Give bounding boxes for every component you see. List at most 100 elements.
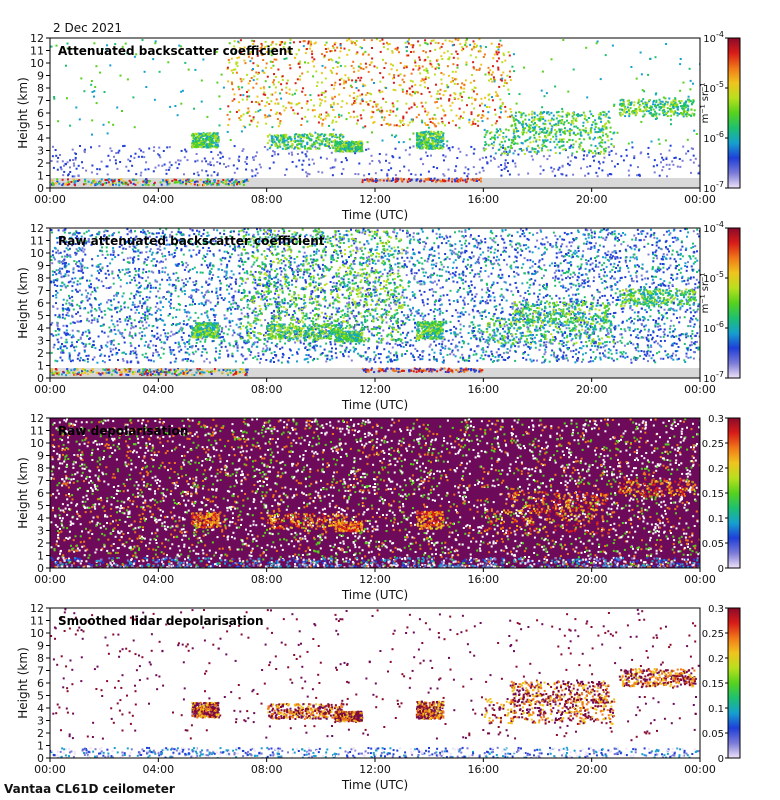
y-tick-label: 12 — [30, 412, 44, 425]
y-tick-label: 8 — [37, 462, 44, 475]
y-tick-label: 9 — [37, 260, 44, 273]
y-tick-label: 8 — [37, 272, 44, 285]
y-tick-label: 4 — [37, 132, 44, 145]
y-tick-label: 3 — [37, 335, 44, 348]
x-tick-label: 04:00 — [142, 573, 174, 586]
y-tick-label: 12 — [30, 32, 44, 45]
y-axis-label: Height (km) — [16, 77, 30, 148]
y-tick-label: 2 — [37, 727, 44, 740]
colorbar-tick-label: 0.05 — [702, 539, 724, 550]
date-label: 2 Dec 2021 — [53, 21, 122, 35]
x-tick-label: 00:00 — [34, 763, 66, 776]
y-tick-label: 0 — [37, 562, 44, 575]
x-tick-label: 12:00 — [359, 763, 391, 776]
x-axis-label: Time (UTC) — [341, 778, 408, 792]
y-tick-label: 0 — [37, 752, 44, 765]
heatmap-cells-0 — [50, 38, 700, 187]
x-tick-label: 12:00 — [359, 573, 391, 586]
x-tick-label: 04:00 — [142, 383, 174, 396]
colorbar — [727, 417, 741, 569]
x-tick-label: 20:00 — [576, 573, 608, 586]
colorbar-unit-label: m⁻¹ sr⁻¹ — [700, 273, 711, 314]
colorbar-tick-label: 10-6 — [703, 130, 724, 145]
heatmap-cells-1 — [50, 228, 700, 377]
colorbar-tick-label: 0.15 — [702, 489, 724, 500]
y-tick-label: 6 — [37, 297, 44, 310]
x-tick-label: 08:00 — [251, 763, 283, 776]
colorbar-tick-label: 10-4 — [703, 30, 724, 45]
x-tick-label: 00:00 — [684, 763, 716, 776]
y-tick-label: 12 — [30, 602, 44, 615]
x-tick-label: 00:00 — [684, 193, 716, 206]
heatmap-2 — [50, 418, 700, 568]
y-tick-label: 1 — [37, 740, 44, 753]
x-axis-label: Time (UTC) — [341, 398, 408, 412]
y-tick-label: 9 — [37, 450, 44, 463]
colorbar-tick-label: 10-7 — [703, 370, 724, 385]
y-tick-label: 11 — [30, 45, 44, 58]
y-tick-label: 11 — [30, 615, 44, 628]
colorbar-tick-label: 10-5 — [703, 80, 724, 95]
colorbar-tick-label: 0.25 — [702, 439, 724, 450]
colorbar-tick-label: 0.1 — [708, 704, 724, 715]
colorbar — [727, 37, 741, 189]
x-tick-label: 08:00 — [251, 383, 283, 396]
x-tick-label: 00:00 — [684, 573, 716, 586]
y-tick-label: 3 — [37, 525, 44, 538]
colorbar-tick-label: 0 — [718, 754, 724, 765]
y-tick-label: 10 — [30, 57, 44, 70]
y-axis-label: Height (km) — [16, 647, 30, 718]
y-tick-label: 8 — [37, 652, 44, 665]
colorbar-tick-label: 0.1 — [708, 514, 724, 525]
x-tick-label: 16:00 — [467, 193, 499, 206]
x-tick-label: 20:00 — [576, 763, 608, 776]
y-tick-label: 1 — [37, 170, 44, 183]
y-tick-label: 5 — [37, 690, 44, 703]
x-tick-label: 20:00 — [576, 193, 608, 206]
colorbar-tick-label: 0.2 — [708, 464, 724, 475]
colorbar — [727, 227, 741, 379]
y-tick-label: 1 — [37, 550, 44, 563]
y-tick-label: 4 — [37, 512, 44, 525]
y-tick-label: 10 — [30, 247, 44, 260]
y-tick-label: 3 — [37, 145, 44, 158]
y-tick-label: 0 — [37, 372, 44, 385]
footer-label: Vantaa CL61D ceilometer — [4, 782, 175, 796]
colorbar-tick-label: 10-5 — [703, 270, 724, 285]
panel-title: Smoothed lidar depolarisation — [58, 614, 264, 628]
y-tick-label: 7 — [37, 665, 44, 678]
y-tick-label: 4 — [37, 702, 44, 715]
panel-title: Raw attenuated backscatter coefficient — [58, 234, 325, 248]
x-axis-label: Time (UTC) — [341, 208, 408, 222]
x-tick-label: 12:00 — [359, 193, 391, 206]
colorbar-tick-label: 10-6 — [703, 320, 724, 335]
y-tick-label: 12 — [30, 222, 44, 235]
panel-title: Attenuated backscatter coefficient — [58, 44, 293, 58]
y-tick-label: 2 — [37, 537, 44, 550]
x-axis-label: Time (UTC) — [341, 588, 408, 602]
y-tick-label: 8 — [37, 82, 44, 95]
colorbar-tick-label: 10-4 — [703, 220, 724, 235]
x-tick-label: 16:00 — [467, 763, 499, 776]
y-axis-label: Height (km) — [16, 267, 30, 338]
heatmap-0 — [50, 38, 700, 188]
y-tick-label: 6 — [37, 677, 44, 690]
x-tick-label: 00:00 — [34, 193, 66, 206]
y-tick-label: 5 — [37, 500, 44, 513]
colorbar-tick-label: 0.25 — [702, 629, 724, 640]
x-tick-label: 00:00 — [34, 573, 66, 586]
y-tick-label: 10 — [30, 627, 44, 640]
y-tick-label: 2 — [37, 157, 44, 170]
y-tick-label: 11 — [30, 425, 44, 438]
colorbar-tick-label: 0.3 — [708, 414, 724, 425]
heatmap-cells-3 — [50, 608, 700, 758]
y-tick-label: 6 — [37, 107, 44, 120]
x-tick-label: 08:00 — [251, 573, 283, 586]
x-tick-label: 00:00 — [684, 383, 716, 396]
y-tick-label: 10 — [30, 437, 44, 450]
y-tick-label: 9 — [37, 70, 44, 83]
